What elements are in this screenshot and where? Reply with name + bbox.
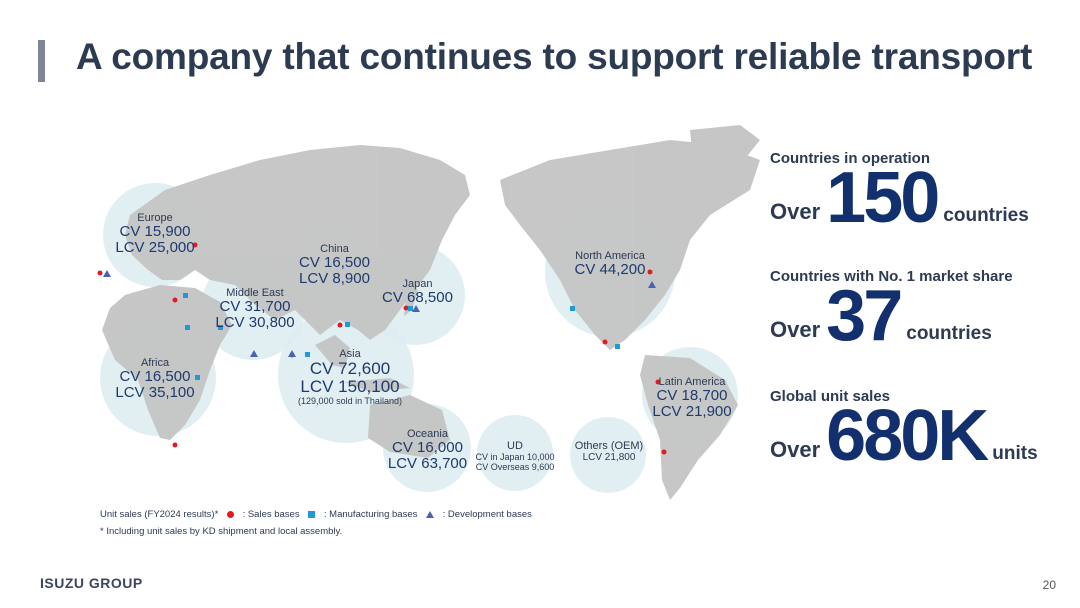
footnote: * Including unit sales by KD shipment an… (100, 526, 343, 537)
legend-sales: : Sales bases (242, 509, 300, 520)
australia-landmass (368, 395, 450, 458)
manufacturing-bases (183, 293, 620, 380)
region-asia: Asia CV 72,600 LCV 150,100 (129,000 sold… (298, 348, 402, 406)
region-latin-america: Latin America CV 18,700 LCV 21,900 (652, 376, 732, 420)
region-europe: Europe CV 15,900 LCV 25,000 (115, 212, 195, 256)
sales-bases (97, 242, 667, 455)
stats-panel: Countries in operation Over 150 countrie… (770, 150, 1060, 476)
region-ud: UD CV in Japan 10,000 CV Overseas 9,600 (475, 440, 555, 472)
region-north-america: North America CV 44,200 (574, 250, 646, 278)
sales-base-icon (226, 510, 234, 518)
stat-value: 680K (826, 396, 989, 476)
southeast-asia-landmass (315, 335, 410, 392)
stat-prefix: Over (770, 437, 821, 462)
south-america-landmass (640, 355, 738, 500)
world-map (97, 125, 760, 500)
africa-landmass (102, 285, 232, 440)
stat-row: Over 680K units (770, 396, 1060, 476)
footer-brand: ISUZU GROUP (40, 575, 143, 591)
stat-row: Over 37 countries (770, 276, 1060, 356)
region-china: China CV 16,500 LCV 8,900 (299, 243, 370, 287)
legend-unit-sales: Unit sales (FY2024 results)* (100, 509, 219, 520)
stat-row: Over 150 countries (770, 158, 1060, 238)
region-middle-east: Middle East CV 31,700 LCV 30,800 (215, 287, 295, 331)
stat-countries-operation: Countries in operation Over 150 countrie… (770, 150, 1060, 268)
map-legend: Unit sales (FY2024 results)* : Sales bas… (100, 509, 538, 520)
stat-value: 37 (826, 276, 903, 356)
development-bases (103, 270, 656, 357)
page-number: 20 (1042, 578, 1056, 592)
greenland-landmass (690, 125, 760, 165)
others-circle (570, 417, 646, 493)
page-title: A company that continues to support reli… (76, 36, 1033, 77)
stat-value: 150 (826, 158, 940, 238)
stat-suffix: countries (906, 323, 992, 344)
stat-market-share: Countries with No. 1 market share Over 3… (770, 268, 1060, 388)
manufacturing-base-icon (308, 510, 316, 518)
region-japan: Japan CV 68,500 (382, 278, 453, 306)
region-others: Others (OEM) LCV 21,800 (574, 440, 644, 463)
development-base-icon (426, 510, 435, 518)
stat-prefix: Over (770, 317, 821, 342)
legend-development: : Development bases (442, 509, 532, 520)
region-oceania: Oceania CV 16,000 LCV 63,700 (387, 428, 468, 472)
region-africa: Africa CV 16,500 LCV 35,100 (115, 357, 195, 401)
stat-global-sales: Global unit sales Over 680K units (770, 388, 1060, 476)
ud-circle (477, 415, 553, 491)
stat-suffix: units (992, 443, 1038, 464)
title-accent-bar (38, 40, 45, 82)
stat-suffix: countries (943, 205, 1029, 226)
north-america-landmass (500, 140, 760, 350)
legend-manufacturing: : Manufacturing bases (323, 509, 418, 520)
eurasia-landmass (125, 145, 470, 340)
stat-prefix: Over (770, 199, 821, 224)
